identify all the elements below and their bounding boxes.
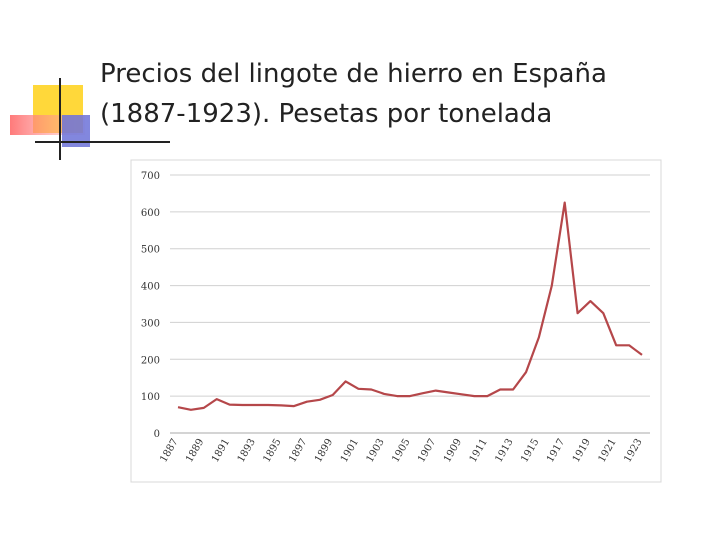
y-tick-label: 500 [141,245,160,256]
x-tick-label: 1895 [261,437,283,465]
x-tick-label: 1901 [339,437,361,465]
data-line [177,201,643,411]
y-tick-label: 700 [141,171,160,182]
x-tick-label: 1887 [158,437,180,465]
x-tick-label: 1889 [184,437,206,465]
x-tick-label: 1903 [365,437,387,465]
y-tick-label: 100 [141,392,160,403]
slide-decoration [10,78,170,160]
x-tick-label: 1909 [442,437,464,465]
y-tick-label: 300 [141,318,160,329]
x-tick-label: 1905 [390,437,412,465]
x-tick-label: 1897 [287,437,309,465]
x-tick-label: 1891 [210,437,232,465]
title-line-2: (1887-1923). Pesetas por tonelada [100,99,552,129]
x-tick-label: 1919 [571,437,593,465]
y-tick-label: 0 [154,429,160,440]
x-tick-label: 1899 [313,437,335,465]
x-tick-label: 1893 [236,437,258,465]
x-tick-label: 1911 [468,437,490,465]
title-line-1: Precios del lingote de hierro en España [100,59,607,89]
y-tick-label: 200 [141,355,160,366]
x-tick-label: 1915 [519,437,541,465]
y-tick-label: 600 [141,208,160,219]
x-tick-label: 1921 [597,437,619,465]
x-tick-label: 1917 [545,437,567,465]
chart-frame [130,159,662,483]
x-tick-label: 1913 [493,437,515,465]
x-tick-label: 1907 [416,437,438,465]
x-tick-label: 1923 [622,437,644,465]
y-tick-label: 400 [141,282,160,293]
